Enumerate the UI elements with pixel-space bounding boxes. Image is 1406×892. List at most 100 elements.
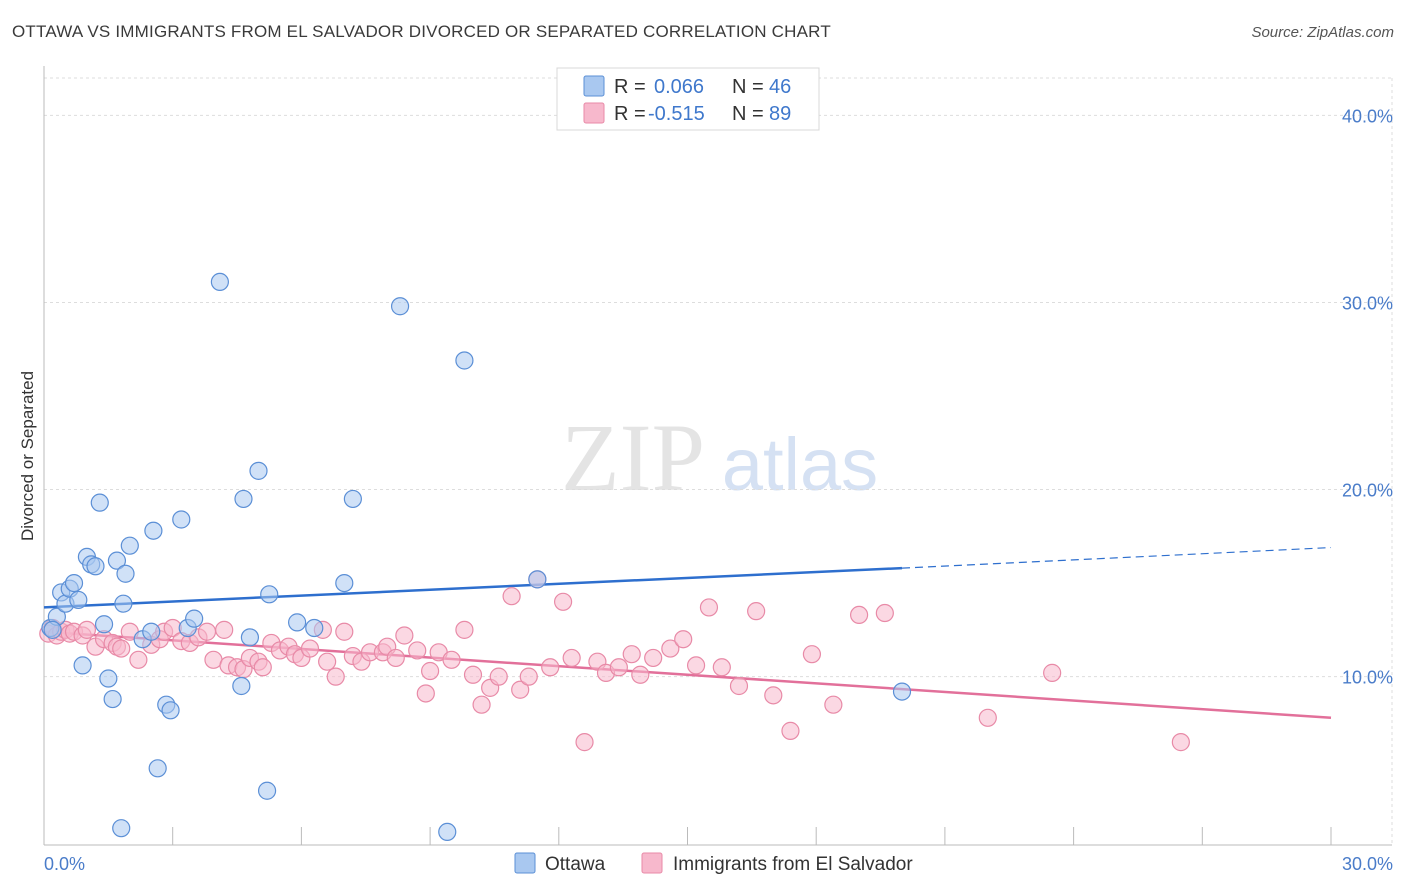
ottawa-point: [73, 656, 92, 675]
elsal-r-value: -0.515: [648, 103, 705, 125]
y-tick-label: 10.0%: [1342, 668, 1393, 688]
ottawa-point: [390, 297, 410, 316]
ottawa-point: [43, 620, 62, 639]
elsal-point: [455, 620, 474, 639]
ottawa-point: [260, 585, 279, 604]
ottawa-point: [343, 489, 362, 509]
elsal-point: [326, 667, 345, 686]
elsal-point: [781, 721, 800, 740]
bottom-legend-elsal-swatch: [641, 852, 663, 874]
ottawa-point: [64, 573, 84, 593]
watermark-atlas: atlas: [722, 423, 878, 506]
elsal-point: [335, 622, 354, 641]
elsal-point: [699, 598, 719, 617]
elsal-point: [519, 667, 538, 686]
ottawa-point: [148, 759, 167, 778]
ottawa-point: [142, 622, 161, 641]
elsal-point: [253, 658, 272, 677]
bottom-legend-elsal-label: Immigrants from El Salvador: [673, 854, 913, 875]
elsal-point: [644, 648, 663, 668]
ottawa-point: [335, 573, 354, 593]
bottom-legend: Ottawa Immigrants from El Salvador: [514, 852, 913, 875]
data-points: [39, 272, 1190, 842]
source-label: Source: ZipAtlas.com: [1251, 24, 1394, 41]
ottawa-point: [86, 557, 105, 576]
ottawa-point: [161, 701, 180, 720]
ottawa-point: [240, 628, 260, 647]
elsal-point: [386, 648, 405, 668]
ottawa-r-label: R =: [614, 76, 646, 98]
elsal-point: [686, 656, 706, 675]
ottawa-n-label: N =: [732, 76, 764, 98]
elsal-point: [129, 650, 148, 669]
elsal-point: [849, 605, 869, 625]
ottawa-point: [249, 461, 268, 480]
elsal-point: [300, 639, 320, 658]
elsal-r-label: R =: [614, 103, 646, 125]
ottawa-r-value: 0.066: [654, 76, 704, 98]
elsal-point: [408, 641, 427, 660]
elsal-point: [978, 708, 997, 727]
trend-lines: [43, 546, 1332, 720]
ottawa-point: [114, 594, 133, 613]
elsal-point: [1043, 663, 1062, 682]
ottawa-trend-extension: [901, 546, 1332, 569]
elsal-point: [472, 695, 491, 714]
elsal-point: [712, 658, 731, 677]
elsal-point: [553, 592, 573, 611]
bottom-legend-ottawa-label: Ottawa: [545, 854, 606, 875]
elsal-point: [764, 686, 783, 705]
ottawa-point: [172, 510, 191, 529]
ottawa-point: [144, 521, 163, 540]
elsal-point: [463, 665, 483, 684]
elsal-point: [318, 652, 337, 671]
elsal-point: [802, 645, 822, 664]
ottawa-point: [455, 351, 474, 370]
elsal-point: [489, 667, 508, 686]
y-tick-label: 40.0%: [1342, 106, 1393, 126]
elsal-point: [631, 665, 650, 684]
elsal-point: [421, 661, 440, 681]
ottawa-point: [438, 822, 457, 842]
elsal-point: [541, 658, 560, 677]
elsal-n-value: 89: [769, 103, 791, 125]
elsal-point: [575, 733, 594, 752]
ottawa-point: [94, 615, 114, 634]
axes: 10.0% 20.0% 30.0% 40.0% 0.0% 30.0%: [43, 66, 1393, 874]
ottawa-point: [90, 493, 109, 512]
elsal-point: [77, 620, 97, 639]
ottawa-point: [210, 272, 229, 292]
elsal-point: [609, 658, 628, 677]
elsal-point: [661, 639, 680, 658]
ottawa-point: [112, 819, 131, 838]
ottawa-point: [107, 551, 127, 570]
y-tick-label: 30.0%: [1342, 293, 1393, 313]
elsal-point: [197, 622, 217, 641]
elsal-point: [747, 602, 766, 621]
y-axis-label: Divorced or Separated: [18, 371, 37, 541]
elsal-point: [729, 676, 749, 696]
ottawa-point: [99, 669, 118, 688]
ottawa-trend-line: [43, 566, 903, 609]
ottawa-point: [305, 618, 324, 638]
elsal-point: [416, 684, 435, 703]
x-tick-label: 0.0%: [44, 854, 85, 874]
ottawa-point: [232, 676, 251, 696]
x-tick-label: 30.0%: [1342, 854, 1393, 874]
ottawa-point: [234, 489, 253, 509]
elsal-point: [215, 620, 234, 639]
ottawa-n-value: 46: [769, 76, 791, 98]
elsal-point: [674, 630, 693, 649]
watermark-zip: ZIP: [561, 404, 705, 511]
elsal-point: [1171, 733, 1190, 752]
bottom-legend-ottawa-swatch: [514, 852, 536, 874]
ottawa-point: [528, 570, 547, 589]
gridlines: [44, 77, 1393, 845]
ottawa-point: [120, 536, 139, 555]
ottawa-point: [185, 609, 204, 628]
elsal-point: [875, 603, 894, 623]
ottawa-point: [257, 781, 277, 800]
elsal-point: [395, 626, 414, 645]
ottawa-point: [288, 613, 307, 632]
